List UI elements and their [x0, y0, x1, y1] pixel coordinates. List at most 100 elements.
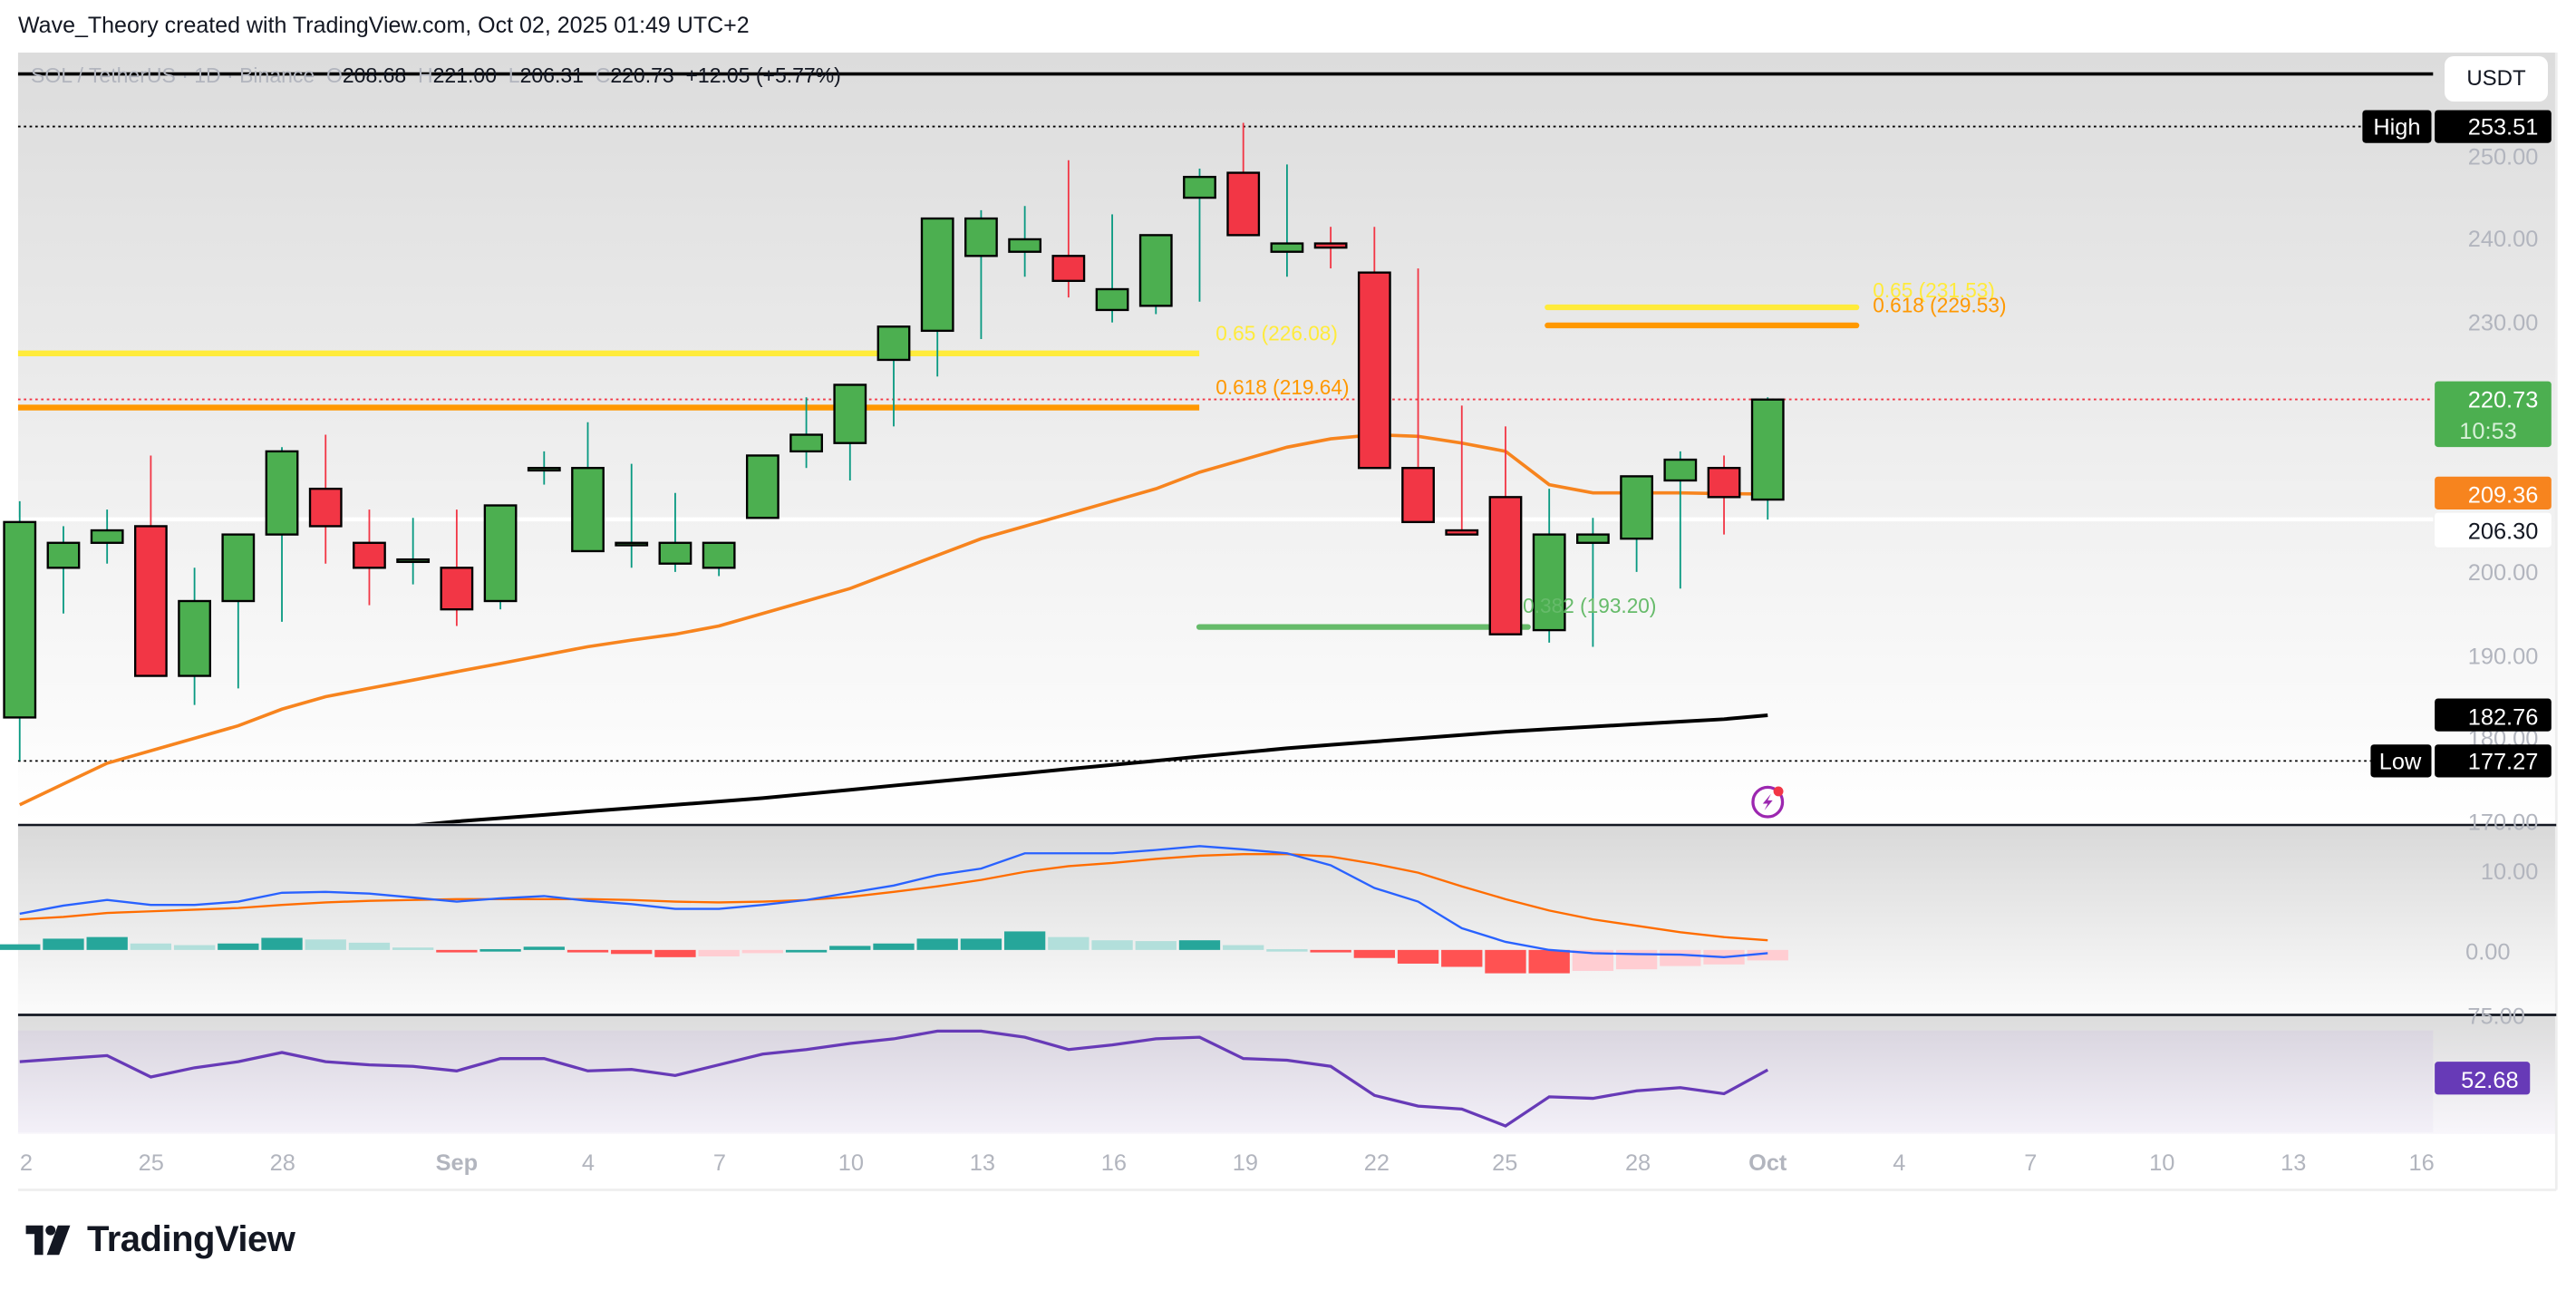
candle[interactable] [1707, 467, 1741, 499]
candle[interactable] [1620, 475, 1654, 540]
macd-histogram-bar [1572, 949, 1614, 971]
candle[interactable] [1095, 287, 1129, 312]
macd-histogram-bar [611, 949, 653, 955]
candle[interactable] [133, 525, 168, 677]
candle[interactable] [615, 541, 649, 547]
macd-histogram-bar [86, 936, 128, 950]
candle[interactable] [1313, 242, 1348, 249]
candle[interactable] [658, 541, 692, 565]
macd-histogram-bar [130, 943, 172, 950]
macd-tick: 10.00 [2481, 859, 2538, 885]
macd-histogram-bar [173, 945, 216, 950]
ma50-line [18, 432, 1768, 807]
macd-histogram-bar [829, 946, 871, 950]
candle[interactable] [1138, 234, 1173, 307]
macd-histogram-bar [218, 943, 259, 950]
candle[interactable] [265, 450, 299, 536]
candle[interactable] [353, 541, 386, 569]
ma50-value: 209.36 [2468, 483, 2539, 509]
low-value: 206.31 [519, 63, 584, 87]
price-tick: 230.00 [2468, 310, 2539, 335]
candle[interactable] [571, 467, 605, 553]
macd-histogram-bar [916, 938, 958, 950]
candle[interactable] [178, 599, 211, 677]
macd-histogram-bar [1747, 949, 1788, 961]
candle[interactable] [46, 541, 81, 569]
candle[interactable] [1226, 171, 1261, 237]
time-tick: 7 [713, 1150, 726, 1176]
time-tick: Oct [1748, 1150, 1787, 1176]
high-label: High [2373, 115, 2420, 141]
macd-histogram-bar [785, 949, 828, 953]
candle[interactable] [1401, 467, 1435, 524]
candle[interactable] [308, 487, 343, 528]
candle[interactable] [396, 558, 431, 564]
macd-histogram-bar [698, 949, 740, 956]
candle[interactable] [1532, 533, 1566, 632]
candle[interactable] [1663, 458, 1698, 482]
time-tick: 13 [970, 1150, 995, 1176]
lightning-alert-icon[interactable] [1751, 785, 1785, 819]
candle[interactable] [745, 454, 780, 519]
price-tick: 250.00 [2468, 144, 2539, 170]
candle[interactable] [1183, 175, 1216, 199]
low-value: 177.27 [2468, 749, 2539, 774]
macd-histogram-bar [960, 938, 1002, 950]
low-label-box [2370, 744, 2432, 778]
candle[interactable] [876, 325, 911, 362]
macd-pane [17, 826, 2557, 1014]
candle[interactable] [789, 433, 823, 453]
high-label: H [418, 63, 433, 87]
macd-histogram-bar [1528, 949, 1570, 974]
close-label: C [595, 63, 611, 87]
candle[interactable] [221, 533, 256, 603]
time-tick: 10 [2149, 1150, 2174, 1176]
candle[interactable] [1750, 398, 1785, 501]
macd-histogram-bar [436, 949, 478, 953]
candle[interactable] [1445, 529, 1479, 536]
line-value: 206.30 [2468, 519, 2539, 545]
candle[interactable] [1576, 533, 1610, 544]
rsi-band [17, 1030, 2434, 1133]
high-value-box [2435, 110, 2552, 143]
price-tick: 190.00 [2468, 644, 2539, 669]
macd-histogram-bar [1266, 948, 1308, 952]
macd-histogram-bar [1223, 945, 1264, 950]
candle[interactable] [1008, 238, 1042, 253]
low-label: L [508, 63, 520, 87]
candle[interactable] [964, 217, 998, 257]
macd-histogram-bar [0, 944, 41, 950]
close-value: 220.73 [610, 63, 674, 87]
time-tick: Sep [436, 1150, 479, 1176]
candle[interactable] [1270, 242, 1304, 253]
time-tick: 16 [2409, 1150, 2435, 1176]
time-axis[interactable]: 2 25 28 Sep 4 7 10 13 16 19 22 25 28 Oct 4 7 10 13 16 [20, 1150, 2435, 1176]
candle[interactable] [1051, 255, 1086, 283]
tradingview-logo[interactable]: TradingView [18, 1219, 295, 1260]
candle[interactable] [920, 217, 954, 333]
currency-unit-button[interactable]: USDT [2445, 56, 2548, 102]
fib-label-065-left: 0.65 (226.08) [1215, 321, 1338, 344]
time-tick: 28 [1625, 1150, 1651, 1176]
symbol-legend: SOL / TetherUS · 1D · Binance O208.68 H2… [31, 63, 841, 88]
candle[interactable] [527, 467, 561, 472]
rsi-value: 52.68 [2461, 1068, 2518, 1093]
candle[interactable] [90, 529, 124, 544]
symbol-name: SOL / TetherUS · 1D · Binance [31, 63, 315, 87]
candle[interactable] [1357, 271, 1391, 470]
candle[interactable] [833, 383, 867, 444]
macd-histogram-bar [392, 947, 434, 950]
candle[interactable] [702, 541, 736, 569]
macd-histogram-bar [348, 942, 391, 950]
candle[interactable] [1488, 496, 1523, 635]
rsi-value-box [2435, 1062, 2531, 1095]
candle[interactable] [440, 567, 474, 611]
macd-histogram-bar [873, 943, 915, 950]
candle[interactable] [3, 520, 37, 719]
macd-histogram-bar [1353, 949, 1395, 958]
candle[interactable] [483, 504, 518, 603]
tradingview-logo-icon [25, 1225, 71, 1255]
macd-histogram-bar [1178, 940, 1221, 950]
change-value: +12.05 (+5.77%) [685, 63, 841, 87]
